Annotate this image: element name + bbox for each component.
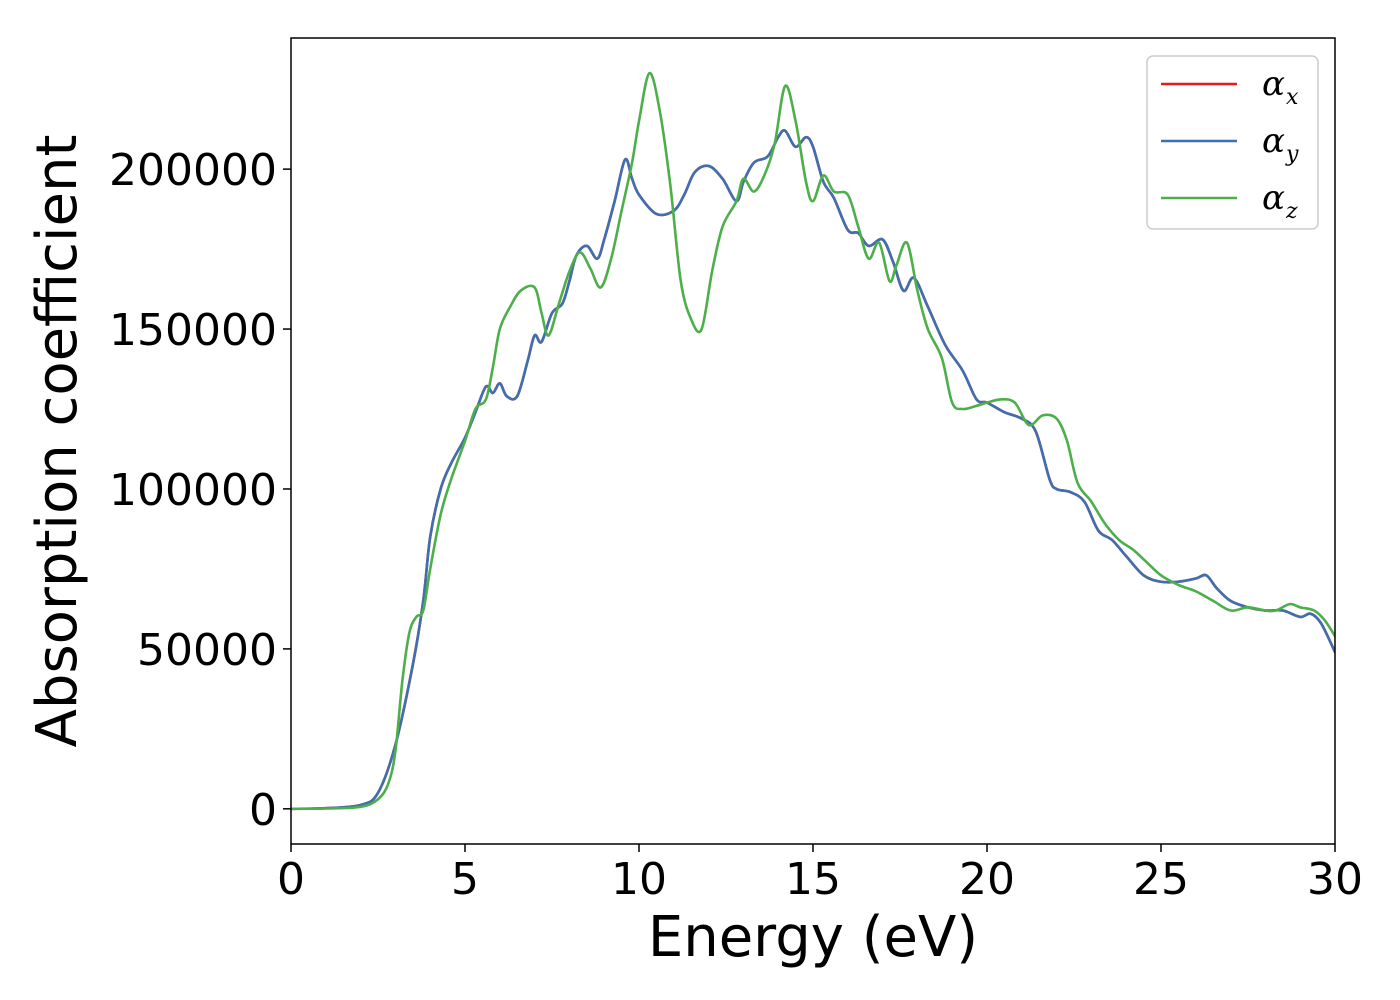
y-axis-label: Absorption coefficient	[25, 135, 90, 748]
x-tick-label: 20	[959, 854, 1015, 905]
x-tick-label: 30	[1307, 854, 1363, 905]
y-tick-label: 200000	[109, 145, 277, 196]
x-tick-label: 15	[785, 854, 841, 905]
x-tick-label: 25	[1133, 854, 1189, 905]
x-axis-label: Energy (eV)	[648, 905, 978, 970]
y-tick-label: 150000	[109, 305, 277, 356]
legend-label-x: αx	[1262, 64, 1299, 110]
series-layer	[291, 71, 1335, 811]
y-tick-label: 50000	[137, 625, 277, 676]
x-tick-label: 10	[611, 854, 667, 905]
y-tick-label: 100000	[109, 465, 277, 516]
series-line-y	[291, 129, 1335, 811]
x-tick-label: 5	[451, 854, 479, 905]
y-axis: 0 50000 100000 150000 200000	[109, 145, 291, 836]
legend-box	[1146, 55, 1319, 230]
series-line-z	[291, 71, 1335, 811]
x-axis: 0 5 10 15 20 25 30	[277, 844, 1363, 905]
y-tick-label: 0	[249, 785, 277, 836]
x-tick-label: 0	[277, 854, 305, 905]
